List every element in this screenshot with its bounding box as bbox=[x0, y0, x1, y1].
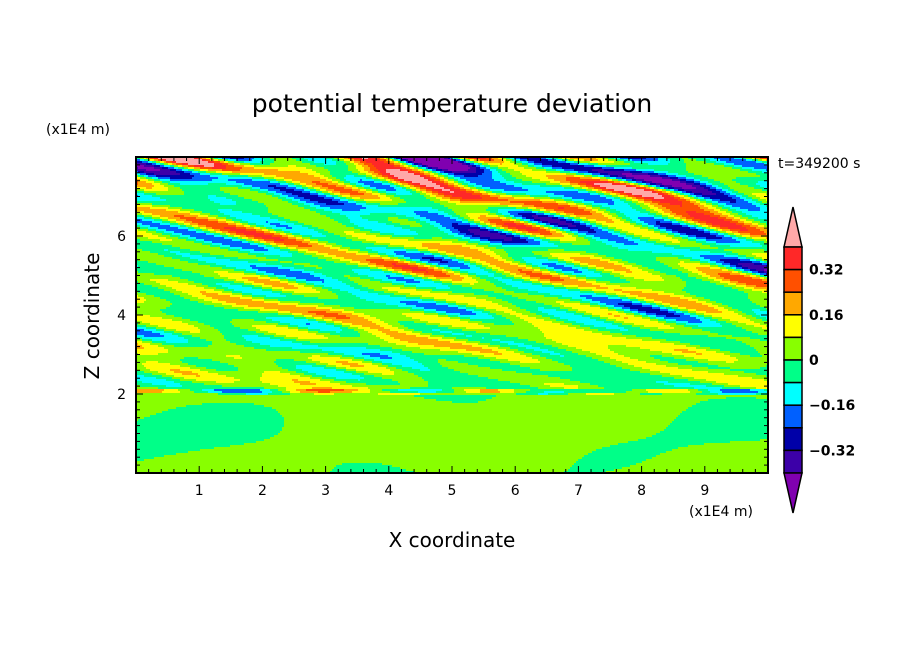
x-axis-label: X coordinate bbox=[389, 528, 516, 552]
y-tick-label: 4 bbox=[117, 308, 126, 324]
x-tick-label: 3 bbox=[321, 483, 330, 499]
x-tick-label: 2 bbox=[258, 483, 267, 499]
colorbar-swatch bbox=[783, 314, 803, 339]
colorbar-swatch bbox=[783, 268, 803, 293]
colorbar-label: 0.16 bbox=[809, 308, 844, 324]
y-unit-label: (x1E4 m) bbox=[46, 122, 110, 138]
heatmap-field bbox=[136, 157, 768, 473]
time-label: t=349200 s bbox=[778, 156, 860, 172]
plot-frame bbox=[135, 156, 769, 474]
y-axis-label: Z coordinate bbox=[80, 253, 104, 380]
x-tick-label: 4 bbox=[384, 483, 393, 499]
y-tick-label: 2 bbox=[117, 387, 126, 403]
colorbar-swatch bbox=[783, 381, 803, 406]
x-tick-label: 8 bbox=[637, 483, 646, 499]
colorbar-label: −0.32 bbox=[809, 443, 855, 459]
x-unit-label: (x1E4 m) bbox=[689, 504, 753, 520]
x-tick-label: 1 bbox=[195, 483, 204, 499]
y-tick-label: 6 bbox=[117, 229, 126, 245]
colorbar-label: 0.32 bbox=[809, 263, 844, 279]
colorbar-swatch bbox=[783, 427, 803, 452]
chart-title: potential temperature deviation bbox=[252, 89, 652, 118]
colorbar-swatch bbox=[783, 359, 803, 384]
x-tick-label: 5 bbox=[448, 483, 457, 499]
colorbar-swatch bbox=[783, 246, 803, 271]
colorbar-label: −0.16 bbox=[809, 398, 855, 414]
colorbar-swatch bbox=[783, 404, 803, 429]
colorbar-extend-min bbox=[783, 472, 803, 514]
colorbar-swatch bbox=[783, 449, 803, 474]
x-tick-label: 6 bbox=[511, 483, 520, 499]
colorbar-swatch bbox=[783, 336, 803, 361]
x-tick-label: 7 bbox=[574, 483, 583, 499]
colorbar-extend-max bbox=[783, 206, 803, 248]
colorbar-swatch bbox=[783, 291, 803, 316]
colorbar-label: 0 bbox=[809, 353, 819, 369]
x-tick-label: 9 bbox=[700, 483, 709, 499]
